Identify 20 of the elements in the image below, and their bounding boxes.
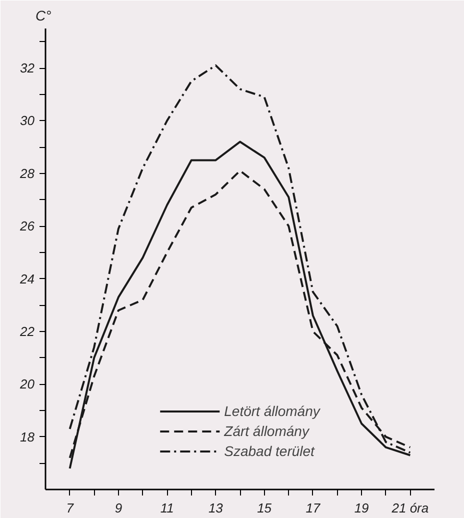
- x-tick-label: 15: [257, 500, 272, 516]
- x-tick-label: 7: [66, 500, 74, 516]
- y-tick-label: 30: [20, 113, 36, 128]
- x-tick-label: 9: [114, 500, 122, 516]
- y-tick-label: 20: [19, 376, 36, 392]
- y-tick-label: 24: [19, 271, 35, 286]
- legend-label: Letört állomány: [224, 403, 320, 419]
- y-tick-label: 22: [19, 324, 36, 339]
- x-tick-label: 13: [208, 500, 224, 516]
- x-tick-label: 21 óra: [390, 500, 429, 516]
- legend-label: Szabad terület: [224, 443, 314, 459]
- y-tick-label: 26: [19, 218, 36, 234]
- y-tick-label: 28: [19, 166, 36, 181]
- x-tick-label: 17: [306, 500, 321, 516]
- x-tick-label: 11: [160, 500, 174, 516]
- x-tick-label: 19: [354, 500, 369, 516]
- y-tick-label: 18: [20, 429, 36, 444]
- legend-label: Zárt állomány: [224, 423, 309, 439]
- y-axis-title: C°: [36, 8, 52, 24]
- y-tick-label: 32: [20, 60, 36, 76]
